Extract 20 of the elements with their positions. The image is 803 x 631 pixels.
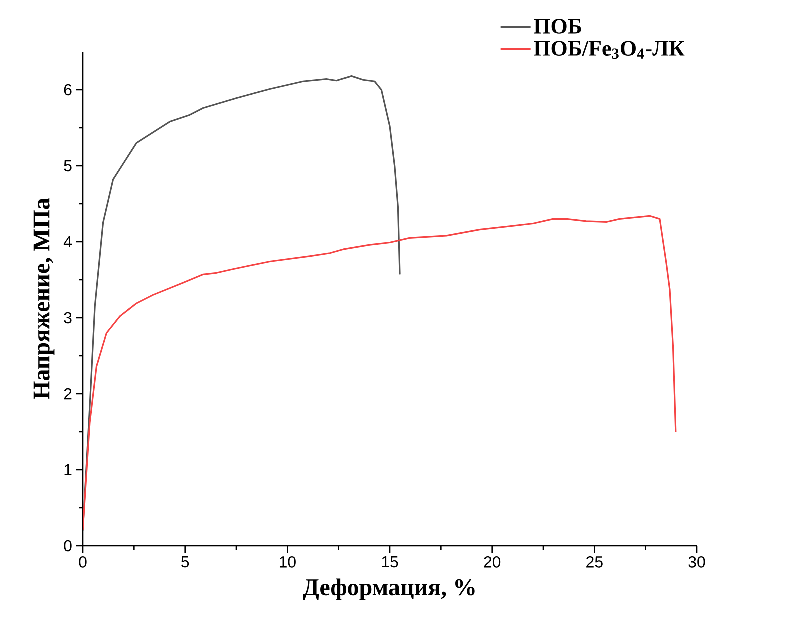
x-tick-label: 0 <box>79 556 87 568</box>
y-tick-label: 5 <box>64 160 72 172</box>
x-tick-label: 5 <box>182 556 190 568</box>
y-tick-label: 0 <box>64 540 72 552</box>
line-series <box>83 76 401 532</box>
y-axis-title: Напряжение, МПа <box>34 198 55 400</box>
x-tick-label: 20 <box>484 556 501 568</box>
x-tick-label: 25 <box>586 556 603 568</box>
y-tick-label: 3 <box>64 312 72 324</box>
y-tick-label: 4 <box>64 236 72 248</box>
line-series <box>83 215 677 531</box>
x-tick-label: 30 <box>688 556 706 568</box>
y-tick-label: 2 <box>64 388 72 400</box>
x-axis-title: Деформация, % <box>303 578 475 600</box>
x-tick-label: 10 <box>280 556 296 568</box>
legend-label: ПОБ <box>534 19 582 34</box>
y-tick-label: 6 <box>64 84 72 96</box>
y-tick-label: 1 <box>64 464 72 476</box>
x-tick-label: 15 <box>382 556 398 568</box>
legend-label: ПОБ/Fe$_{3}$O$_{4}$-ЛК <box>534 41 685 60</box>
